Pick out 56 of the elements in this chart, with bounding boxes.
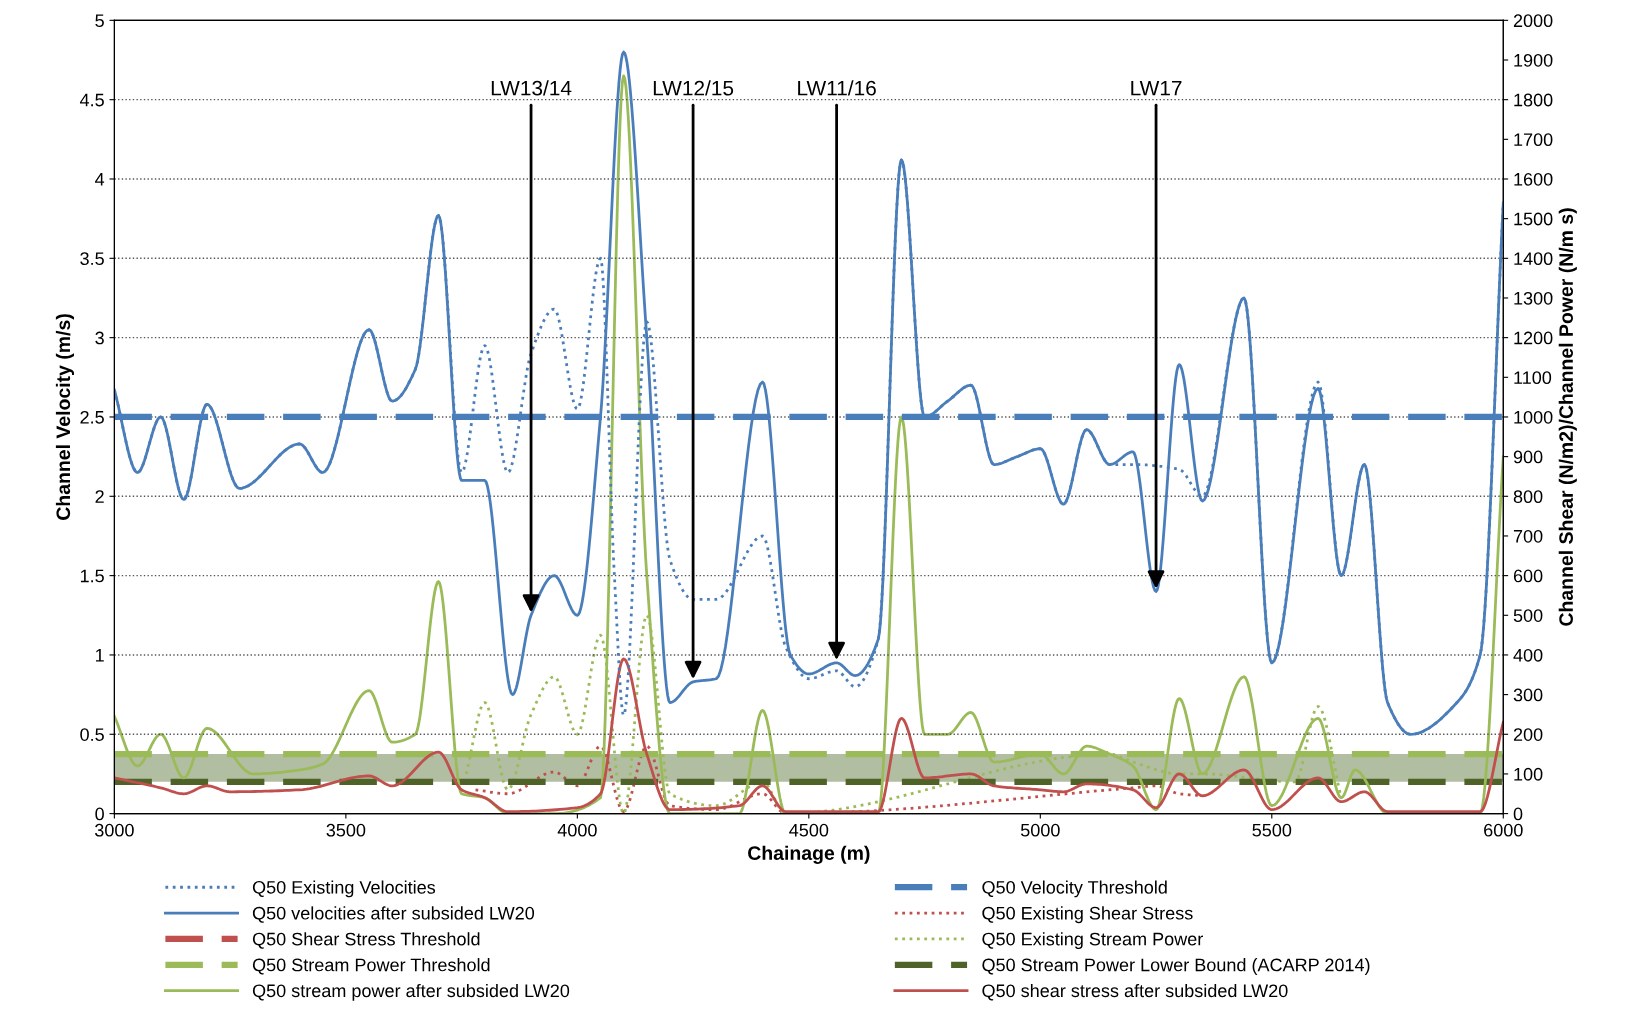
y-tick-label: 1: [95, 649, 104, 662]
x-tick-label: 5000: [1020, 823, 1060, 837]
annotation: LW17: [1131, 81, 1182, 96]
y-tick-label: 3.5: [80, 252, 104, 266]
y2-tick-label: 300: [1513, 688, 1543, 702]
y2-tick-label: 600: [1513, 569, 1543, 583]
y-tick-label: 5: [95, 14, 104, 28]
x-tick-label: 4000: [557, 823, 597, 837]
x-tick-label: 3000: [94, 823, 134, 837]
y2-tick-label: 2000: [1513, 14, 1553, 28]
x-tick-label: 5500: [1252, 823, 1292, 837]
y2-tick-label: 1800: [1514, 93, 1553, 107]
y2-tick-label: 1000: [1514, 410, 1553, 424]
y2-tick-label: 1100: [1514, 371, 1552, 385]
legend-label: Q50 Existing Stream Power: [982, 932, 1203, 950]
x-axis-title: Chainage (m): [748, 845, 870, 864]
y-tick-label: 2: [95, 490, 104, 503]
y-tick-label: 0: [95, 807, 104, 821]
legend-label: Q50 Stream Power Lower Bound (ACARP 2014): [982, 958, 1370, 975]
y-tick-label: 2.5: [80, 410, 104, 424]
annotation: LW13/14: [491, 80, 572, 96]
y2-tick-label: 500: [1513, 609, 1543, 623]
y2-tick-label: 700: [1513, 529, 1543, 543]
annotation: LW11/16: [798, 80, 876, 96]
x-tick-label: 3500: [326, 823, 366, 837]
y-tick-label: 4: [95, 173, 105, 186]
y-axis-title: Channel Velocity (m/s): [55, 314, 75, 520]
y2-tick-label: 800: [1513, 490, 1543, 504]
y2-axis-title: Channel Shear (N/m2)/Channel Power (N/m s): [1558, 208, 1577, 626]
y2-tick-label: 1300: [1514, 291, 1553, 305]
y2-tick-label: 1900: [1514, 53, 1553, 67]
legend-label: Q50 Velocity Threshold: [982, 880, 1167, 898]
legend-label: Q50 Existing Shear Stress: [982, 906, 1193, 924]
y-tick-label: 0.5: [80, 728, 104, 741]
legend-label: Q50 velocities after subsided LW20: [252, 906, 535, 923]
annotation: LW12/15: [653, 80, 734, 96]
y2-tick-label: 1200: [1514, 331, 1553, 345]
y2-tick-label: 0: [1513, 807, 1523, 821]
y-tick-label: 3: [95, 331, 104, 345]
legend-label: Q50 Shear Stress Threshold: [252, 932, 480, 949]
y2-tick-label: 1500: [1514, 212, 1553, 226]
y-tick-label: 4.5: [79, 93, 104, 107]
x-tick-label: 4500: [789, 823, 829, 837]
y2-tick-label: 900: [1513, 450, 1543, 464]
legend-label: Q50 Existing Velocities: [252, 880, 436, 898]
y2-tick-label: 1400: [1514, 252, 1553, 266]
x-tick-label: 6000: [1484, 823, 1523, 837]
y2-tick-label: 1600: [1514, 172, 1553, 186]
legend-label: Q50 stream power after subsided LW20: [252, 983, 570, 1001]
y2-tick-label: 400: [1513, 648, 1543, 662]
legend-label: Q50 Stream Power Threshold: [252, 958, 490, 975]
legend-label: Q50 shear stress after subsided LW20: [982, 983, 1288, 1001]
y2-tick-label: 1700: [1514, 133, 1553, 147]
y2-tick-label: 100: [1514, 767, 1543, 781]
y-tick-label: 1.5: [80, 569, 104, 583]
y2-tick-label: 200: [1513, 728, 1543, 741]
